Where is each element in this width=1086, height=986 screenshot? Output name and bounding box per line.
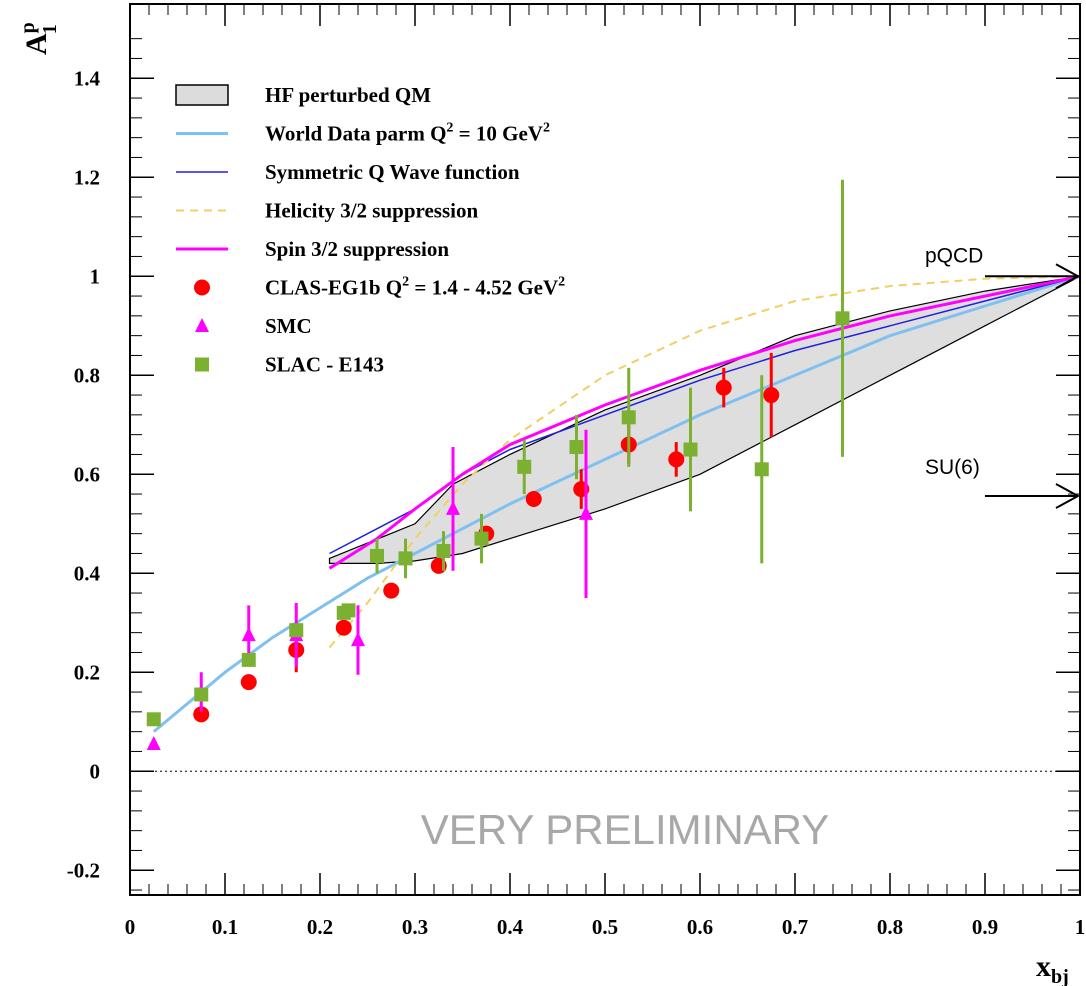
point-0-1 — [240, 674, 257, 691]
point-2-10 — [517, 459, 532, 474]
x-tick-label: 0.3 — [402, 915, 428, 939]
band-hf-perturbed-qm — [328, 275, 1081, 564]
y-tick-label: 0.2 — [74, 660, 100, 684]
annotation-label: SU(6) — [925, 456, 980, 479]
x-tick-label: 0.6 — [687, 915, 713, 939]
point-0-0 — [193, 706, 210, 723]
legend-swatch — [195, 357, 209, 372]
point-2-15 — [835, 311, 850, 326]
x-tick-label: 0.4 — [497, 915, 524, 939]
y-axis-title: Ap1 — [17, 22, 61, 55]
point-2-7 — [398, 551, 413, 566]
point-0-10 — [668, 451, 685, 468]
point-2-14 — [754, 462, 769, 477]
legend-swatch — [195, 318, 209, 332]
x-tick-label: 0 — [125, 915, 136, 939]
point-2-2 — [241, 652, 256, 667]
annotations: pQCD SU(6) — [925, 244, 1081, 509]
point-0-7 — [525, 491, 542, 507]
x-tick-label: 0.8 — [877, 915, 903, 939]
point-1-6 — [579, 505, 593, 520]
y-tick-label: 0.8 — [74, 363, 100, 387]
point-2-1 — [194, 687, 209, 702]
y-axis-title-text: Ap1 — [17, 22, 61, 55]
y-tick-label: 0.4 — [74, 561, 101, 585]
y-tick-label: 1.2 — [74, 165, 100, 189]
y-tick-label: 0 — [90, 759, 101, 783]
x-axis-title: xbj — [1036, 950, 1069, 986]
y-tick-label: 0.6 — [74, 462, 100, 486]
x-tick-label: 1 — [1075, 915, 1086, 939]
legend-label: SLAC - E143 — [265, 353, 384, 377]
point-2-5 — [341, 603, 356, 618]
point-1-2 — [241, 627, 256, 642]
curve-3 — [328, 274, 1081, 570]
curve-layer — [152, 274, 1081, 733]
axes-layer: 0 0.1 0.2 0.3 0.4 0.5 0.6 0.7 0.8 0.9 1 -0.2 0 0.2 0.4… — [17, 3, 1086, 986]
y-tick-label: 1.4 — [74, 66, 101, 90]
point-0-11 — [715, 379, 732, 396]
point-2-11 — [569, 440, 584, 455]
point-0-3 — [335, 619, 352, 636]
point-2-9 — [474, 531, 489, 546]
legend-label: SMC — [265, 314, 312, 338]
legend-label: Symmetric Q Wave function — [265, 160, 520, 184]
watermark: VERY PRELIMINARY — [421, 806, 830, 853]
annotation-arrowhead — [1055, 483, 1081, 509]
legend-label: Spin 3/2 suppression — [265, 237, 449, 261]
point-2-8 — [436, 543, 451, 558]
annotation-label: pQCD — [925, 244, 983, 267]
points-layer — [146, 179, 850, 751]
point-1-4 — [351, 632, 365, 647]
legend-label: Helicity 3/2 suppression — [265, 199, 478, 223]
legend-label: CLAS-EG1b Q2 = 1.4 - 4.52 GeV2 — [265, 275, 565, 300]
annotation-arrowhead — [1055, 263, 1081, 290]
x-tick-label: 0.5 — [592, 915, 618, 939]
legend-swatch — [175, 84, 229, 106]
curve-0 — [152, 274, 1081, 733]
x-tick-label: 0.9 — [972, 915, 998, 939]
y-tick-label: -0.2 — [67, 858, 100, 882]
legend-swatch — [194, 279, 210, 296]
x-tick-label: 0.2 — [307, 915, 333, 939]
y-tick-label: 1 — [90, 264, 101, 288]
point-2-6 — [370, 548, 384, 563]
point-2-0 — [146, 712, 161, 727]
x-tick-label: 0.7 — [782, 915, 808, 939]
point-1-5 — [446, 500, 460, 515]
legend-label: World Data parm Q2 = 10 GeV2 — [265, 121, 550, 146]
point-1-0 — [146, 736, 161, 751]
point-0-12 — [763, 387, 780, 404]
legend: HF perturbed QM World Data parm Q2 = 10 G… — [175, 83, 565, 377]
point-0-4 — [383, 582, 400, 599]
x-tick-label: 0.1 — [212, 915, 238, 939]
point-2-12 — [621, 410, 636, 425]
point-2-13 — [683, 442, 698, 457]
legend-label: HF perturbed QM — [265, 83, 431, 107]
point-2-3 — [289, 623, 304, 638]
band-layer — [328, 275, 1081, 564]
